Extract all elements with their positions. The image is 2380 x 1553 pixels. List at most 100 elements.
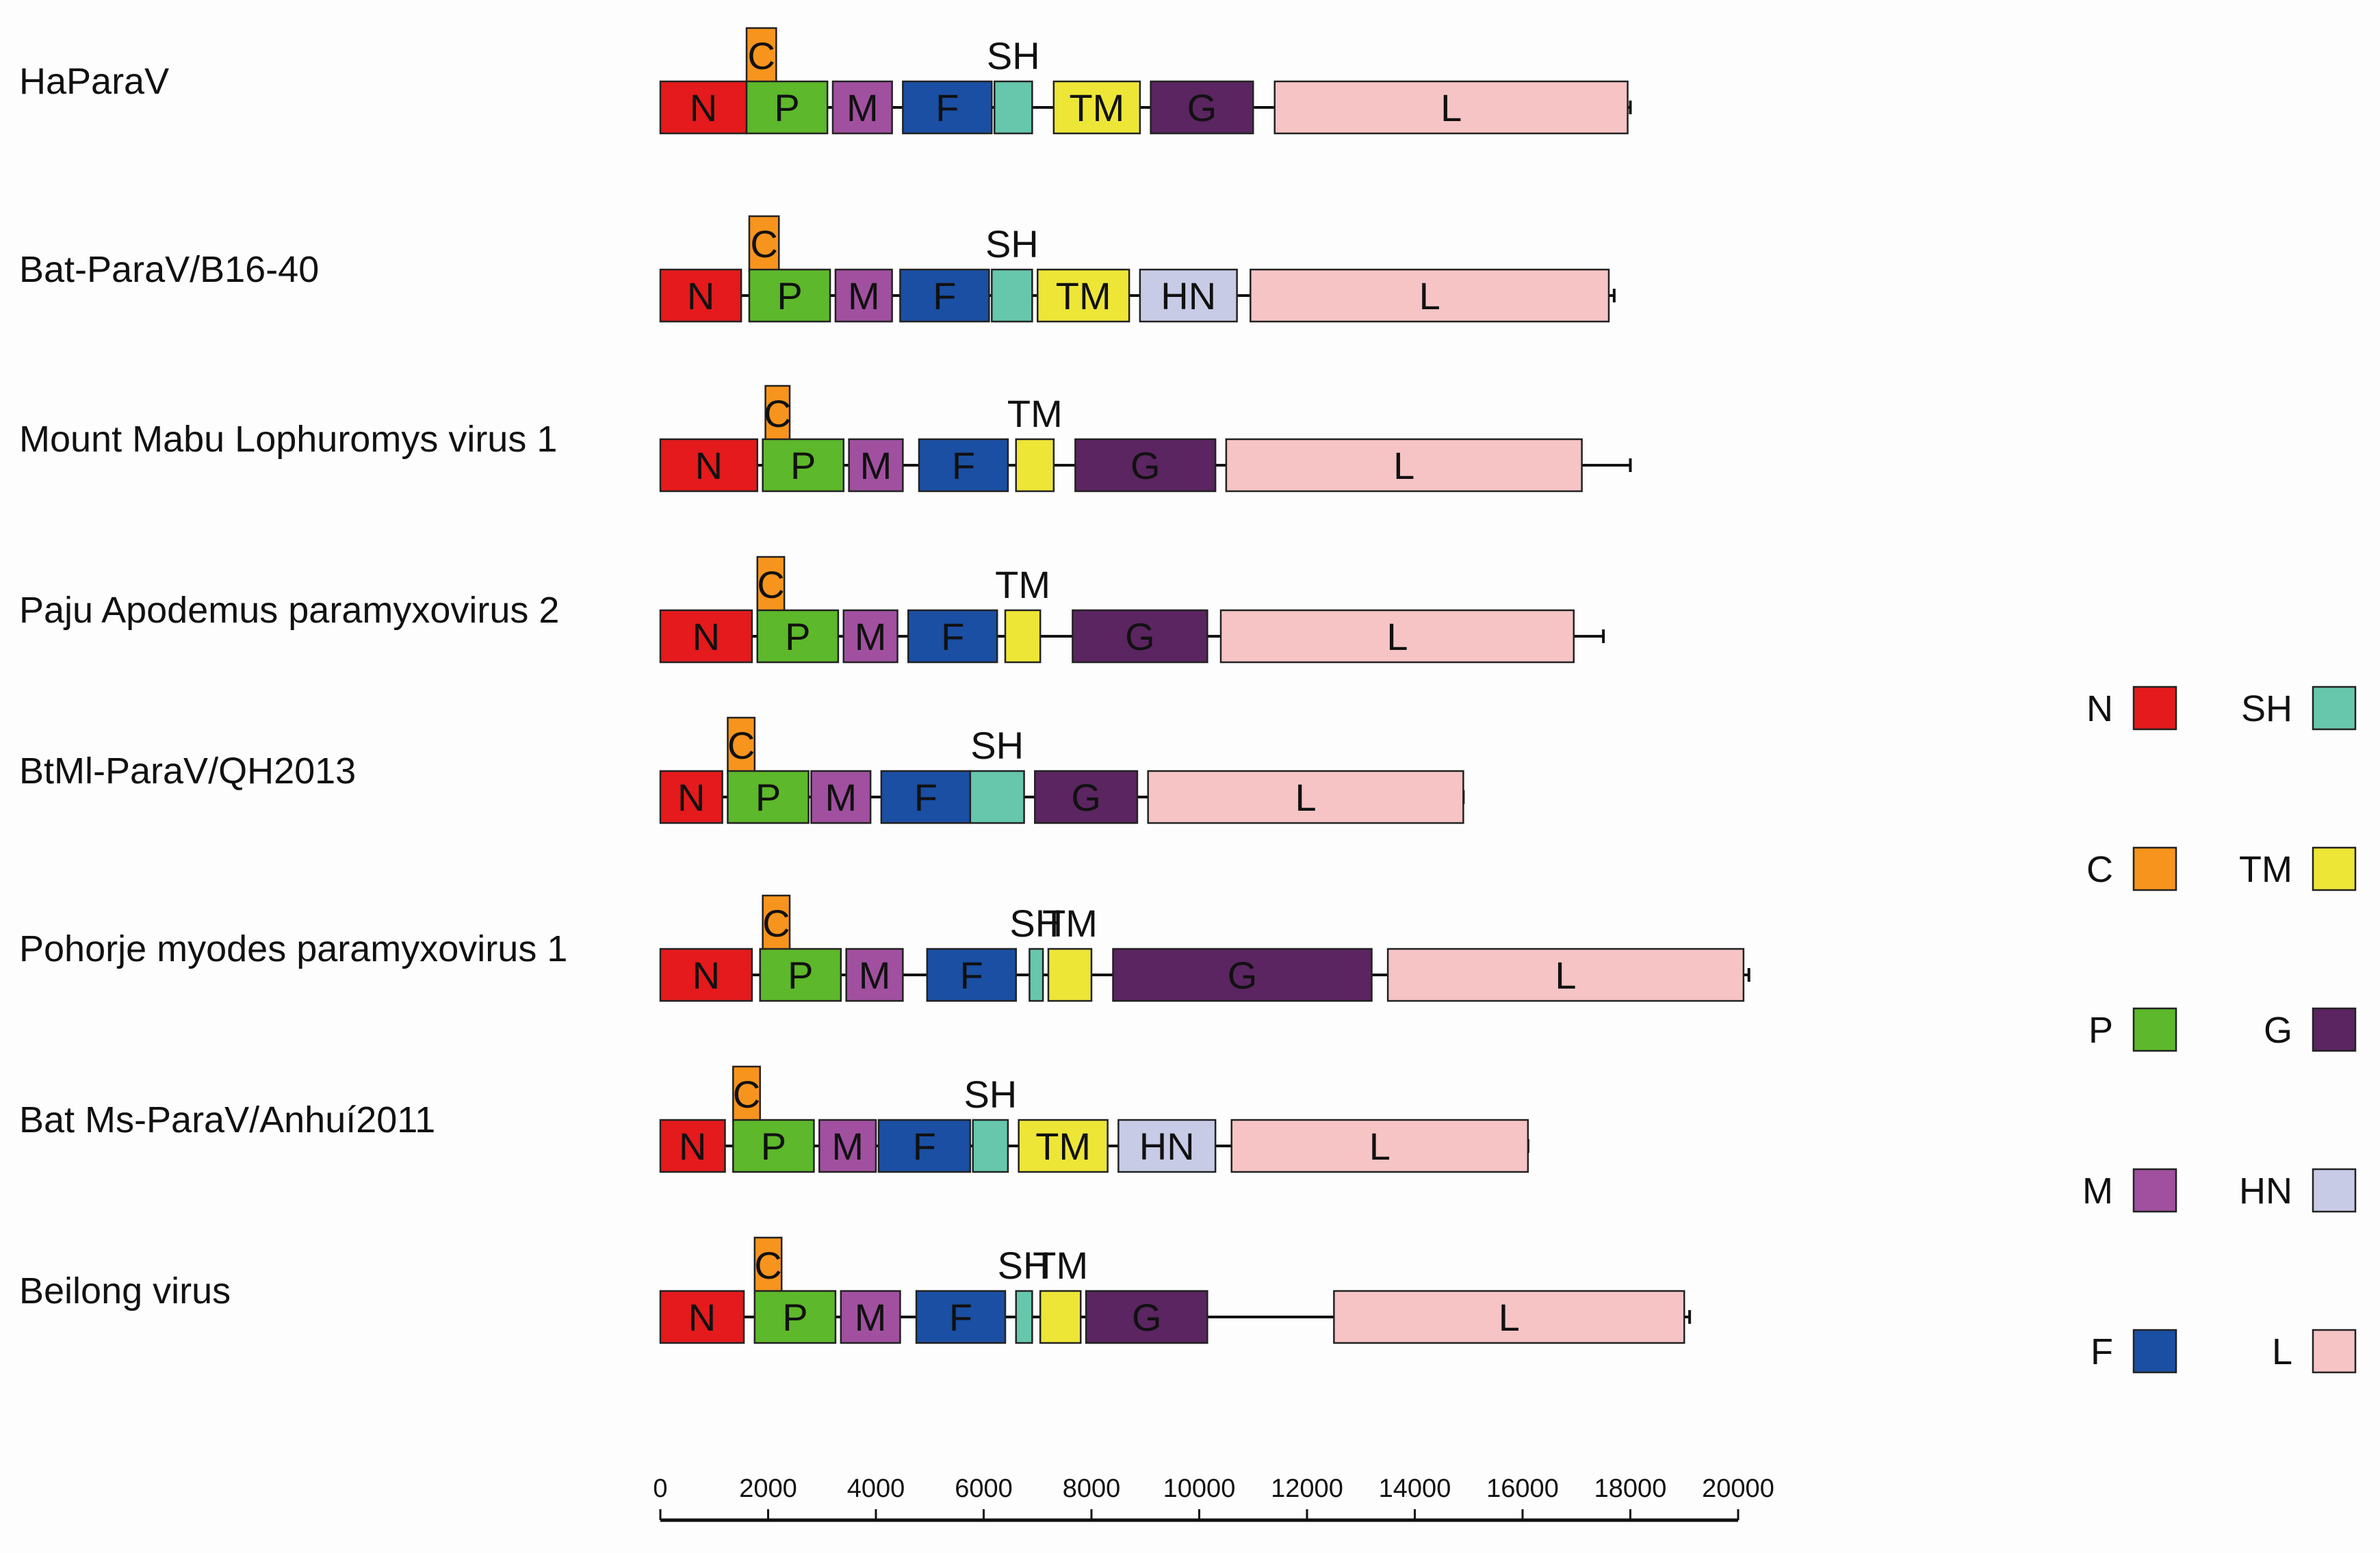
gene-c-box [764, 384, 791, 442]
gene-l-label: L [1555, 954, 1576, 997]
gene-n-box [659, 80, 748, 135]
gene-n-label: N [679, 1125, 706, 1168]
legend-swatch-n [2132, 686, 2177, 731]
virus-row: Bat Ms-ParaV/Anhuí2011 CN P M F SH TM HN L [19, 1065, 1529, 1173]
gene-m-label: M [860, 444, 892, 487]
gene-l-box [1333, 1290, 1685, 1344]
legend-label-p: P [2088, 1010, 2113, 1051]
virus-name: BtMl-ParaV/QH2013 [19, 751, 356, 792]
gene-tm-label: TM [1069, 86, 1124, 129]
gene-hn-box [1117, 1119, 1217, 1173]
virus-name: Beilong virus [19, 1270, 231, 1311]
gene-sh-box [969, 770, 1025, 824]
gene-l-label: L [1393, 444, 1414, 487]
gene-m-label: M [825, 776, 857, 819]
gene-p-box [732, 1119, 815, 1173]
virus-row: BtMl-ParaV/QH2013 CN P M F SH G L [19, 716, 1465, 824]
gene-g-box [1034, 770, 1139, 824]
legend-swatch-f [2132, 1329, 2177, 1374]
legend-swatch-p [2132, 1007, 2177, 1052]
gene-p-box [745, 80, 829, 135]
gene-n-label: N [690, 86, 717, 129]
gene-l-box [1250, 268, 1610, 323]
axis-tick-label: 16000 [1486, 1474, 1559, 1503]
gene-c-box [762, 894, 791, 952]
legend-label-sh: SH [2241, 688, 2292, 729]
gene-hn-label: HN [1161, 274, 1216, 317]
gene-l-label: L [1440, 86, 1462, 129]
gene-p-label: P [755, 776, 781, 819]
gene-sh-box [994, 80, 1033, 135]
axis-tick-label: 12000 [1271, 1474, 1343, 1503]
gene-f-box [880, 770, 972, 824]
virus-row: HaParaV CN P M F SH TM G L [19, 27, 1632, 135]
scale-axis: 0 2000 4000 6000 8000 10000 12000 14000 16000 180… [653, 1474, 1774, 1522]
gene-l-label: L [1295, 776, 1316, 819]
gene-c-label: C [762, 902, 790, 945]
gene-n-label: N [695, 444, 723, 487]
gene-sh-box [1029, 948, 1044, 1002]
gene-tm-label: TM [1035, 1125, 1091, 1168]
gene-n-box [659, 1290, 745, 1344]
gene-c-label: C [754, 1244, 781, 1287]
axis-tick-label: 6000 [955, 1474, 1013, 1503]
gene-m-box [834, 268, 893, 323]
gene-l-box [1147, 770, 1464, 824]
gene-c-label: C [757, 563, 784, 606]
gene-p-box [759, 948, 842, 1002]
legend-label-l: L [2272, 1331, 2292, 1372]
gene-m-label: M [846, 86, 879, 129]
gene-n-box [659, 609, 753, 664]
gene-m-label: M [848, 274, 880, 317]
gene-n-box [659, 1119, 726, 1173]
gene-tm-box [1047, 948, 1093, 1002]
gene-sh-label: SH [985, 222, 1039, 265]
legend-label-g: G [2264, 1010, 2292, 1051]
gene-p-box [753, 1290, 837, 1344]
gene-l-box [1386, 948, 1745, 1002]
gene-c-label: C [764, 392, 791, 435]
gene-p-label: P [788, 954, 813, 997]
gene-c-box [732, 1065, 761, 1123]
virus-name: Pohorje myodes paramyxovirus 1 [19, 928, 567, 969]
legend-label-m: M [2082, 1171, 2113, 1212]
gene-p-box [748, 268, 831, 323]
gene-n-box [659, 770, 723, 824]
gene-m-label: M [855, 615, 887, 658]
gene-p-box [762, 438, 844, 493]
gene-p-box [727, 770, 810, 824]
legend-swatch-c [2132, 846, 2177, 891]
gene-g-box [1150, 80, 1254, 135]
gene-hn-label: HN [1139, 1125, 1195, 1168]
gene-f-label: F [941, 615, 964, 658]
gene-g-box [1112, 948, 1373, 1002]
gene-sh-box [972, 1119, 1009, 1173]
gene-tm-box [1004, 609, 1042, 664]
virus-row: Bat-ParaV/B16-40 CN P M F SH TM HN L [19, 215, 1616, 323]
gene-g-label: G [1125, 615, 1155, 658]
gene-tm-box [1052, 80, 1141, 135]
gene-l-box [1273, 80, 1629, 135]
gene-sh-label: SH [998, 1244, 1051, 1287]
gene-tm-label: TM [1042, 902, 1098, 945]
legend-swatch-hn [2312, 1168, 2357, 1213]
virus-name: Bat Ms-ParaV/Anhuí2011 [19, 1099, 435, 1140]
axis-tick-label: 20000 [1702, 1474, 1774, 1503]
gene-sh-label: SH [987, 34, 1040, 77]
axis-tick-label: 14000 [1379, 1474, 1451, 1503]
gene-l-label: L [1386, 615, 1408, 658]
gene-f-label: F [960, 954, 983, 997]
gene-tm-label: TM [1056, 274, 1111, 317]
gene-n-label: N [687, 274, 714, 317]
gene-tm-label: TM [995, 563, 1050, 606]
gene-g-box [1072, 609, 1208, 664]
gene-l-label: L [1419, 274, 1440, 317]
gene-f-label: F [935, 86, 959, 129]
gene-n-label: N [693, 615, 720, 658]
gene-n-label: N [688, 1296, 716, 1339]
gene-tm-box [1018, 1119, 1109, 1173]
gene-p-label: P [777, 274, 802, 317]
axis-tick-label: 8000 [1063, 1474, 1121, 1503]
